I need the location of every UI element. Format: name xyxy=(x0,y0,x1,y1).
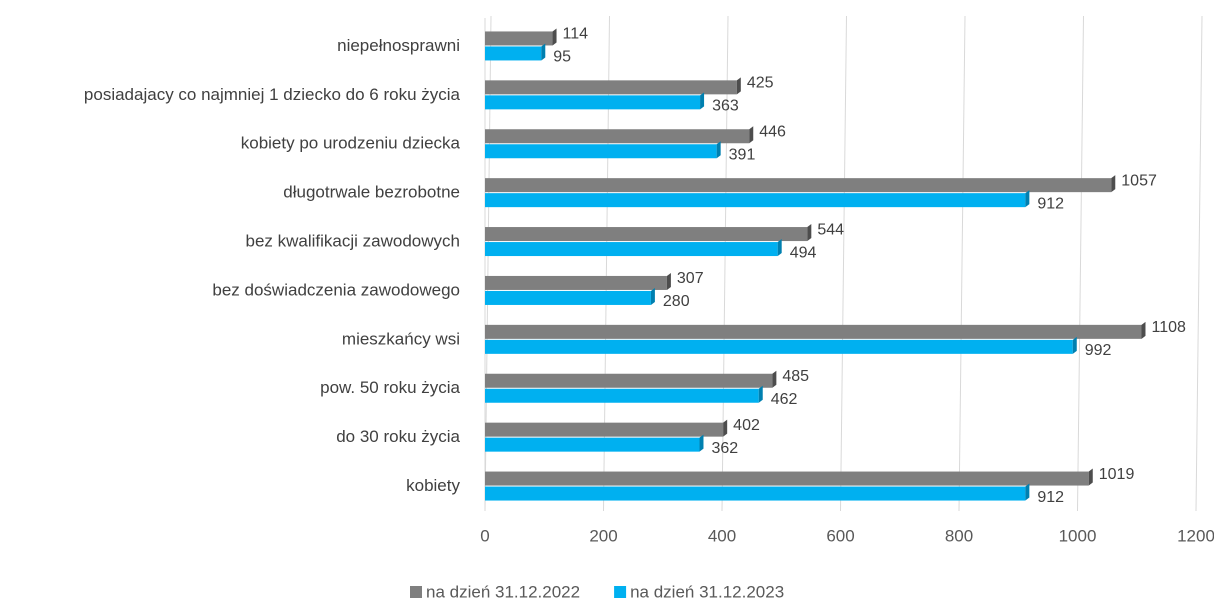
x-tick-label: 400 xyxy=(708,526,736,545)
bar xyxy=(485,31,553,46)
bar-cap xyxy=(777,239,782,257)
bar-cap xyxy=(807,224,812,242)
bar xyxy=(485,144,717,159)
category-label: kobiety po urodzeniu dziecka xyxy=(241,134,461,153)
grid-line xyxy=(1077,15,1084,512)
bar-cap xyxy=(700,92,705,110)
bar xyxy=(485,422,724,437)
value-label: 446 xyxy=(759,123,786,140)
bar-cap xyxy=(1111,175,1116,193)
bar-cap xyxy=(716,141,721,159)
value-label: 912 xyxy=(1037,195,1064,212)
bar xyxy=(485,95,701,110)
bar-cap xyxy=(666,272,671,290)
bar xyxy=(485,290,651,305)
grid-line xyxy=(840,15,847,512)
bar xyxy=(485,178,1112,193)
bar-cap xyxy=(1088,468,1093,486)
category-label: pow. 50 roku życia xyxy=(320,378,460,397)
grid-line xyxy=(958,15,966,512)
value-label: 494 xyxy=(790,244,817,261)
value-label: 992 xyxy=(1085,342,1112,359)
x-tick-label: 0 xyxy=(480,526,489,545)
x-tick-label: 1200 xyxy=(1177,526,1214,545)
value-label: 95 xyxy=(553,49,571,66)
bar-cap xyxy=(541,43,546,61)
bar xyxy=(485,388,759,403)
value-label: 307 xyxy=(677,270,704,287)
value-label: 462 xyxy=(771,391,798,408)
bar xyxy=(485,373,773,388)
bar-cap xyxy=(772,370,777,388)
bar xyxy=(485,227,808,242)
x-tick-label: 200 xyxy=(589,526,617,545)
bar-cap xyxy=(1072,336,1077,354)
value-label: 544 xyxy=(817,221,844,238)
category-label: niepełnosprawni xyxy=(337,36,460,55)
value-label: 425 xyxy=(747,75,774,92)
value-label: 1108 xyxy=(1151,319,1186,336)
bar xyxy=(485,471,1089,486)
value-label: 280 xyxy=(663,293,690,310)
bar xyxy=(485,129,750,144)
bar-cap xyxy=(699,434,704,452)
legend-label: na dzień 31.12.2022 xyxy=(426,582,580,601)
x-tick-label: 800 xyxy=(945,526,973,545)
category-label: kobiety xyxy=(406,476,460,495)
bar-cap xyxy=(650,287,655,305)
bar xyxy=(485,242,778,257)
bar xyxy=(485,275,667,290)
legend-swatch xyxy=(410,586,422,598)
bar-cap xyxy=(749,126,754,144)
x-tick-label: 1000 xyxy=(1059,526,1097,545)
value-label: 391 xyxy=(729,146,756,163)
value-label: 485 xyxy=(782,368,809,385)
bar xyxy=(485,486,1026,501)
value-label: 1057 xyxy=(1121,172,1157,189)
category-label: bez kwalifikacji zawodowych xyxy=(246,232,460,251)
x-tick-label: 600 xyxy=(826,526,854,545)
bar-cap xyxy=(736,77,741,95)
value-label: 912 xyxy=(1037,489,1064,506)
category-label: mieszkańcy wsi xyxy=(342,329,460,348)
bar xyxy=(485,193,1026,208)
category-label: posiadajacy co najmniej 1 dziecko do 6 r… xyxy=(84,85,461,104)
bar-cap xyxy=(758,385,763,403)
value-label: 362 xyxy=(711,440,738,457)
grid-line xyxy=(1195,15,1203,512)
legend-swatch xyxy=(614,586,627,598)
bar xyxy=(485,339,1073,354)
bar xyxy=(485,80,737,95)
value-label: 363 xyxy=(712,98,739,115)
bar xyxy=(485,437,700,452)
bar xyxy=(485,46,542,61)
bar xyxy=(485,324,1142,339)
category-label: do 30 roku życia xyxy=(336,427,460,446)
category-label: bez doświadczenia zawodowego xyxy=(212,280,460,299)
value-label: 1019 xyxy=(1099,466,1135,483)
bar-cap xyxy=(723,419,728,437)
bar-cap xyxy=(1025,483,1030,501)
bar-cap xyxy=(552,28,557,46)
bar-cap xyxy=(1025,190,1030,208)
value-label: 114 xyxy=(563,26,589,43)
value-label: 402 xyxy=(733,417,760,434)
bar-cap xyxy=(1141,321,1146,339)
category-label: długotrwale bezrobotne xyxy=(283,183,460,202)
legend-label: na dzień 31.12.2023 xyxy=(630,582,784,601)
